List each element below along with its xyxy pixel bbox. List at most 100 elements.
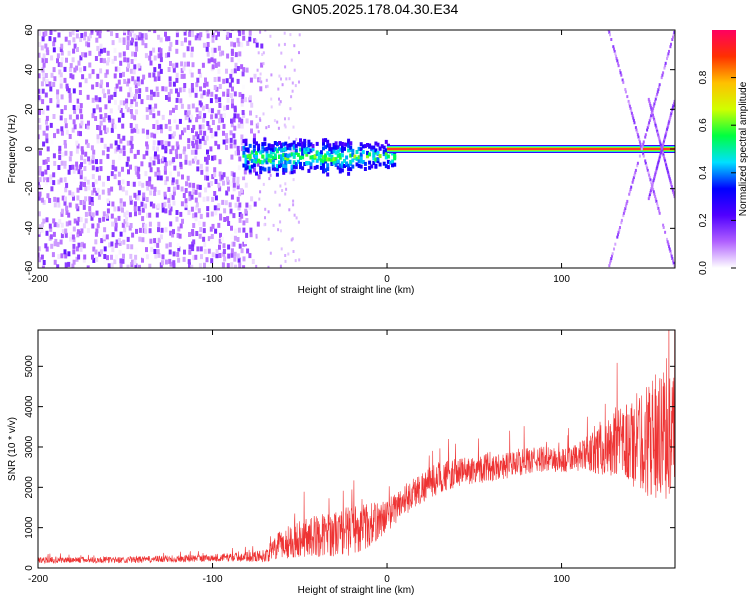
spectrogram-sweep-cell	[669, 115, 672, 119]
spectrogram-scatter-cell	[384, 164, 388, 169]
spectrogram-noise-cell	[142, 192, 146, 198]
spectrogram-noise-cell	[140, 201, 144, 207]
spectrogram-noise-cell	[206, 206, 210, 212]
spectrogram-noise-cell	[248, 30, 252, 36]
spectrogram-noise-cell	[188, 182, 192, 188]
spectrogram-noise-cell	[63, 249, 67, 255]
spectrogram-noise-cell	[249, 227, 253, 233]
spectrogram-noise-cell	[95, 210, 99, 216]
spectrogram-noise-cell	[280, 77, 282, 81]
spectrogram-noise-cell	[186, 125, 190, 130]
spectrogram-noise-cell	[117, 79, 121, 85]
spectrogram-sweep-cell	[673, 264, 675, 268]
spectrogram-noise-cell	[211, 155, 215, 161]
spectrogram-noise-cell	[228, 82, 232, 88]
spectrogram-scatter-cell	[269, 154, 273, 159]
spectrogram-noise-cell	[188, 40, 192, 46]
spectrogram-noise-cell	[134, 247, 138, 253]
spectrogram-noise-cell	[278, 203, 281, 207]
spectrogram-noise-cell	[129, 102, 133, 108]
spectrogram-noise-cell	[217, 76, 221, 82]
spectrogram-sweep-cell	[657, 135, 660, 139]
spectrogram-noise-cell	[283, 123, 286, 127]
spectrogram-noise-cell	[192, 255, 196, 261]
spectrogram-noise-cell	[284, 65, 287, 69]
spectrogram-noise-cell	[154, 103, 158, 109]
spectrogram-noise-cell	[205, 135, 209, 141]
spectrogram-noise-cell	[61, 30, 65, 32]
spectrogram-noise-cell	[257, 122, 260, 126]
spectrogram-sweep-cell	[658, 209, 661, 213]
spectrogram-noise-cell	[191, 87, 195, 93]
spectrogram-noise-cell	[194, 216, 198, 222]
spectrogram-scatter-cell	[347, 163, 351, 168]
spectrogram-noise-cell	[226, 97, 230, 103]
spectrogram-noise-cell	[73, 124, 77, 130]
spectrogram-noise-cell	[56, 53, 60, 59]
spectrogram-noise-cell	[75, 203, 79, 209]
spectrogram-noise-cell	[191, 62, 195, 68]
spectrogram-noise-cell	[68, 220, 72, 226]
spectrogram-noise-cell	[202, 117, 206, 123]
spectrogram-noise-cell	[72, 88, 76, 94]
spectrogram-noise-cell	[280, 51, 283, 55]
spectrogram-noise-cell	[203, 130, 207, 136]
spectrogram-noise-cell	[130, 92, 134, 98]
spectrogram-scatter-cell	[357, 155, 361, 160]
spectrogram-noise-cell	[60, 109, 64, 115]
spectrogram-noise-cell	[167, 186, 171, 192]
spectrogram-noise-cell	[100, 79, 104, 85]
spectrogram-noise-cell	[210, 57, 214, 63]
spectrogram-noise-cell	[107, 98, 111, 104]
spectrogram-noise-cell	[69, 232, 73, 237]
spectrogram-noise-cell	[140, 99, 144, 105]
spectrogram-noise-cell	[188, 30, 192, 33]
spectrogram-scatter-cell	[267, 169, 271, 174]
spectrogram-scatter-cell	[361, 144, 365, 149]
spectrogram-noise-cell	[79, 246, 83, 252]
colorbar-ticks: 0.00.20.40.60.8	[698, 70, 736, 275]
spectrogram-scatter-cell	[326, 172, 330, 177]
spectrogram-noise-cell	[230, 248, 234, 254]
spectrogram-sweep-cell	[614, 242, 617, 246]
spectrogram-noise-cell	[134, 263, 138, 268]
spectrogram-noise-cell	[194, 212, 198, 218]
spectrogram-scatter-cell	[305, 150, 309, 154]
spectrogram-noise-cell	[111, 123, 115, 128]
spectrogram-noise-cell	[144, 203, 147, 209]
spectrogram-noise-cell	[111, 221, 115, 227]
spectrogram-noise-cell	[211, 52, 215, 58]
spectrogram-noise-cell	[73, 67, 77, 73]
spectrogram-noise-cell	[249, 232, 253, 238]
spectrogram-noise-cell	[157, 203, 160, 209]
spectrogram-noise-cell	[117, 117, 121, 123]
spectrogram-noise-cell	[169, 171, 172, 177]
spectrogram-noise-cell	[242, 256, 246, 262]
spectrogram-noise-cell	[199, 163, 203, 169]
spectrogram-noise-cell	[117, 237, 121, 243]
spectrogram-noise-cell	[229, 93, 233, 98]
spectrogram-noise-cell	[41, 109, 45, 115]
spectrogram-noise-cell	[236, 196, 240, 202]
spectrogram-sweep-cell	[647, 197, 650, 201]
spectrogram-noise-cell	[80, 155, 84, 161]
spectrogram-tone-band	[387, 148, 675, 150]
spectrogram-noise-cell	[220, 236, 224, 242]
spectrogram-scatter-cell	[299, 155, 302, 160]
spectrogram-noise-cell	[222, 251, 226, 257]
spectrogram-noise-cell	[122, 253, 125, 259]
spectrogram-noise-cell	[182, 87, 186, 93]
spectrogram-noise-cell	[111, 118, 115, 124]
spectrogram-noise-cell	[255, 123, 259, 129]
spectrogram-scatter-cell	[361, 160, 365, 164]
spectrogram-noise-cell	[173, 118, 177, 124]
spectrogram-noise-cell	[102, 211, 106, 217]
spectrogram-noise-cell	[48, 25, 51, 30]
spectrogram-noise-cell	[144, 33, 148, 39]
spectrogram-noise-cell	[178, 134, 182, 140]
spectrogram-noise-cell	[169, 149, 173, 155]
spectrogram-noise-cell	[91, 212, 95, 218]
spectrogram-noise-cell	[226, 53, 230, 59]
spectrogram-noise-cell	[81, 74, 85, 80]
spectrogram-noise-cell	[218, 238, 222, 244]
